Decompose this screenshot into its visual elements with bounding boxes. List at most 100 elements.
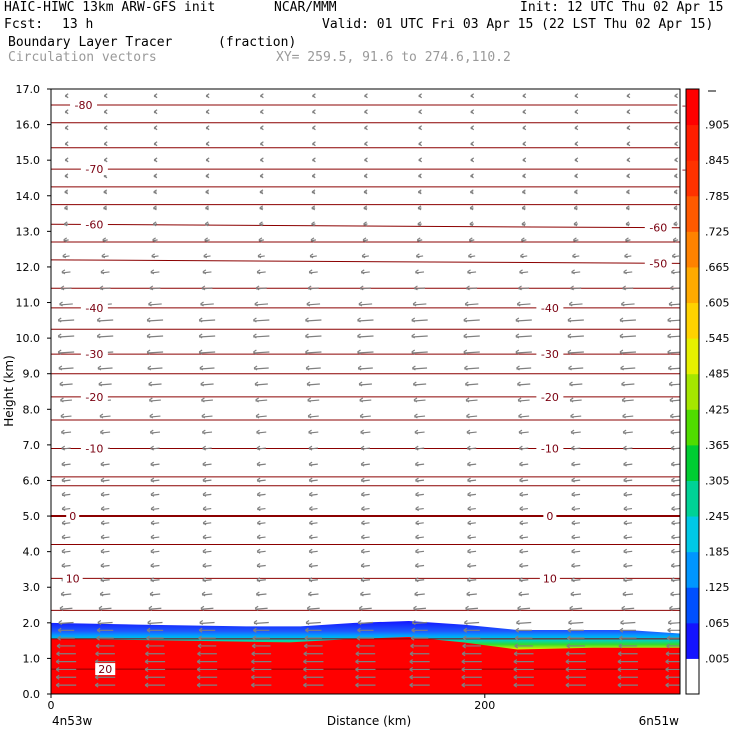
wind-vector [418, 109, 423, 115]
y-tick-label: 3.0 [23, 581, 41, 594]
wind-vector [465, 381, 479, 387]
wind-vector [259, 205, 264, 211]
wind-vector [520, 253, 528, 259]
wind-vector [101, 253, 109, 259]
wind-vector [150, 563, 160, 569]
wind-vector [255, 397, 268, 403]
wind-vector [305, 333, 322, 339]
wind-vector [626, 93, 631, 99]
wind-vector [355, 651, 376, 657]
wind-vector [674, 157, 678, 163]
wind-vector [259, 221, 264, 227]
contour-label-background [95, 663, 116, 676]
colorbar-swatch [686, 124, 699, 161]
contour-label-background [70, 99, 98, 112]
wind-vector [147, 619, 163, 625]
wind-vector [360, 269, 370, 275]
y-tick-label: 15.0 [16, 154, 41, 167]
y-tick-label: 12.0 [16, 261, 41, 274]
wind-vector [256, 548, 266, 554]
wind-vector [144, 666, 166, 672]
wind-vector [667, 317, 680, 323]
wind-vector [566, 643, 586, 649]
wind-vector [356, 643, 375, 649]
wind-vector [146, 333, 164, 339]
wind-vector [620, 619, 636, 625]
wind-vector [623, 269, 633, 275]
wind-vector [574, 141, 579, 147]
colorbar-swatch [686, 409, 699, 446]
colorbar-swatch [686, 195, 699, 232]
wind-vector [462, 643, 481, 649]
wind-vector [362, 237, 369, 243]
wind-vector [150, 491, 160, 497]
wind-vector [260, 125, 264, 131]
wind-vector [197, 643, 217, 649]
wind-vector [255, 413, 267, 419]
wind-vector [670, 445, 680, 451]
wind-vector [103, 109, 108, 115]
wind-vector [412, 619, 428, 625]
wind-vector [97, 365, 113, 371]
wind-vector [522, 157, 527, 163]
wind-vector [417, 189, 422, 195]
wind-vector [470, 93, 475, 99]
wind-vector [205, 157, 210, 163]
wind-vector [415, 520, 424, 526]
wind-vector [61, 563, 71, 569]
y-tick-label: 9.0 [23, 368, 41, 381]
wind-vector [516, 365, 532, 371]
wind-vector [303, 666, 324, 672]
wind-vector [417, 221, 422, 227]
wind-vector [618, 643, 638, 649]
wind-vector [418, 141, 423, 147]
wind-vector [670, 577, 680, 583]
wind-vector [144, 682, 166, 688]
wind-vector [623, 520, 633, 526]
wind-vector [461, 682, 482, 688]
wind-vector [519, 563, 529, 569]
wind-vector [567, 349, 584, 355]
wind-vector [617, 659, 638, 665]
wind-vector [565, 682, 586, 688]
wind-vector [147, 365, 163, 371]
wind-vector [415, 506, 424, 512]
contour-label-background [644, 221, 672, 234]
wind-vector [96, 635, 114, 641]
wind-vector [570, 285, 582, 291]
wind-vector [201, 591, 213, 597]
wind-vector [150, 534, 160, 540]
wind-vector [146, 635, 164, 641]
wind-vector [252, 635, 270, 641]
wind-vector [410, 635, 429, 641]
wind-vector [205, 173, 210, 179]
wind-vector [522, 125, 527, 131]
wind-vector [667, 349, 680, 355]
wind-vector [150, 577, 160, 583]
wind-vector [305, 349, 322, 355]
wind-vector [522, 189, 526, 195]
wind-vector [518, 429, 529, 435]
wind-vector [153, 141, 158, 147]
wind-vector [251, 659, 272, 665]
wind-vector [415, 477, 425, 483]
cross-section-endpoints: XY= 259.5, 91.6 to 274.6,110.2 [276, 50, 511, 65]
wind-vector [671, 506, 680, 512]
wind-vector [251, 682, 272, 688]
wind-vector [412, 365, 428, 371]
wind-vector [412, 301, 427, 307]
wind-vector [409, 682, 430, 688]
wind-vector [357, 317, 374, 323]
wind-vector [200, 301, 214, 307]
wind-vector [413, 605, 426, 611]
wind-vector [467, 563, 477, 569]
wind-vector [415, 491, 424, 497]
wind-vector [522, 141, 527, 147]
wind-vector [153, 157, 158, 163]
x-axis-label: Distance (km) [327, 714, 411, 728]
wind-vector [60, 397, 72, 403]
wind-vector [519, 461, 529, 467]
wind-vector [466, 591, 477, 597]
wind-vector [100, 506, 110, 512]
